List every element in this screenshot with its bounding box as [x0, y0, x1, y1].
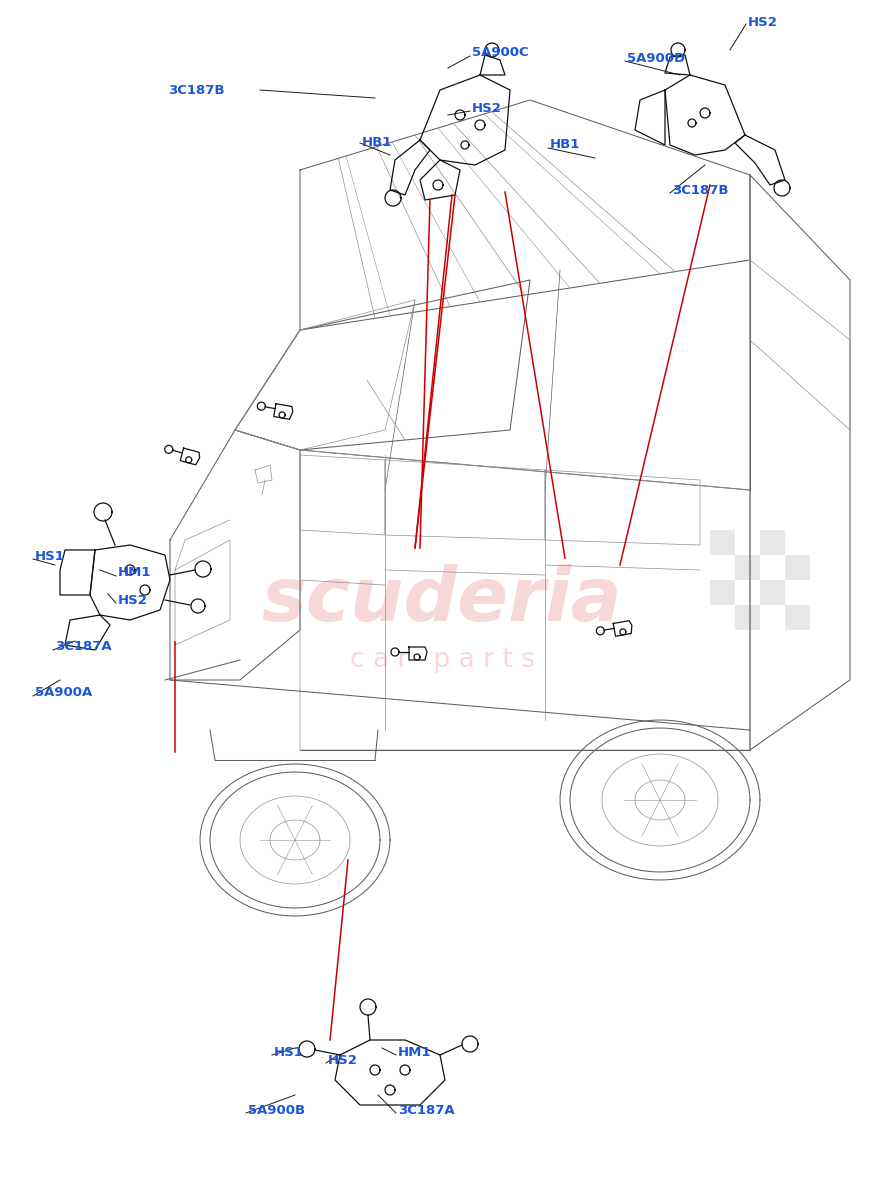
Text: 3C187A: 3C187A — [398, 1104, 455, 1116]
Polygon shape — [785, 605, 810, 630]
Text: scuderia: scuderia — [262, 564, 622, 636]
Text: HS2: HS2 — [328, 1054, 358, 1067]
Text: HB1: HB1 — [362, 137, 392, 150]
Text: HM1: HM1 — [398, 1045, 432, 1058]
Polygon shape — [735, 605, 760, 630]
Text: HS2: HS2 — [472, 102, 502, 114]
Text: 5A900B: 5A900B — [248, 1104, 305, 1116]
Text: 5A900C: 5A900C — [472, 47, 528, 60]
Text: 3C187B: 3C187B — [168, 84, 225, 96]
Text: HB1: HB1 — [550, 138, 581, 151]
Text: c a r   p a r t s: c a r p a r t s — [350, 647, 535, 673]
Text: HS1: HS1 — [35, 550, 65, 563]
Text: HS1: HS1 — [274, 1045, 304, 1058]
Text: HS2: HS2 — [748, 16, 778, 29]
Polygon shape — [710, 580, 735, 605]
Text: HS2: HS2 — [118, 594, 148, 606]
Polygon shape — [785, 554, 810, 580]
Polygon shape — [760, 530, 785, 554]
Polygon shape — [735, 554, 760, 580]
Polygon shape — [710, 530, 735, 554]
Text: 3C187A: 3C187A — [55, 641, 112, 654]
Polygon shape — [760, 580, 785, 605]
Text: 5A900D: 5A900D — [627, 52, 685, 65]
Text: 3C187B: 3C187B — [672, 184, 728, 197]
Text: 5A900A: 5A900A — [35, 686, 92, 700]
Text: HM1: HM1 — [118, 566, 151, 580]
